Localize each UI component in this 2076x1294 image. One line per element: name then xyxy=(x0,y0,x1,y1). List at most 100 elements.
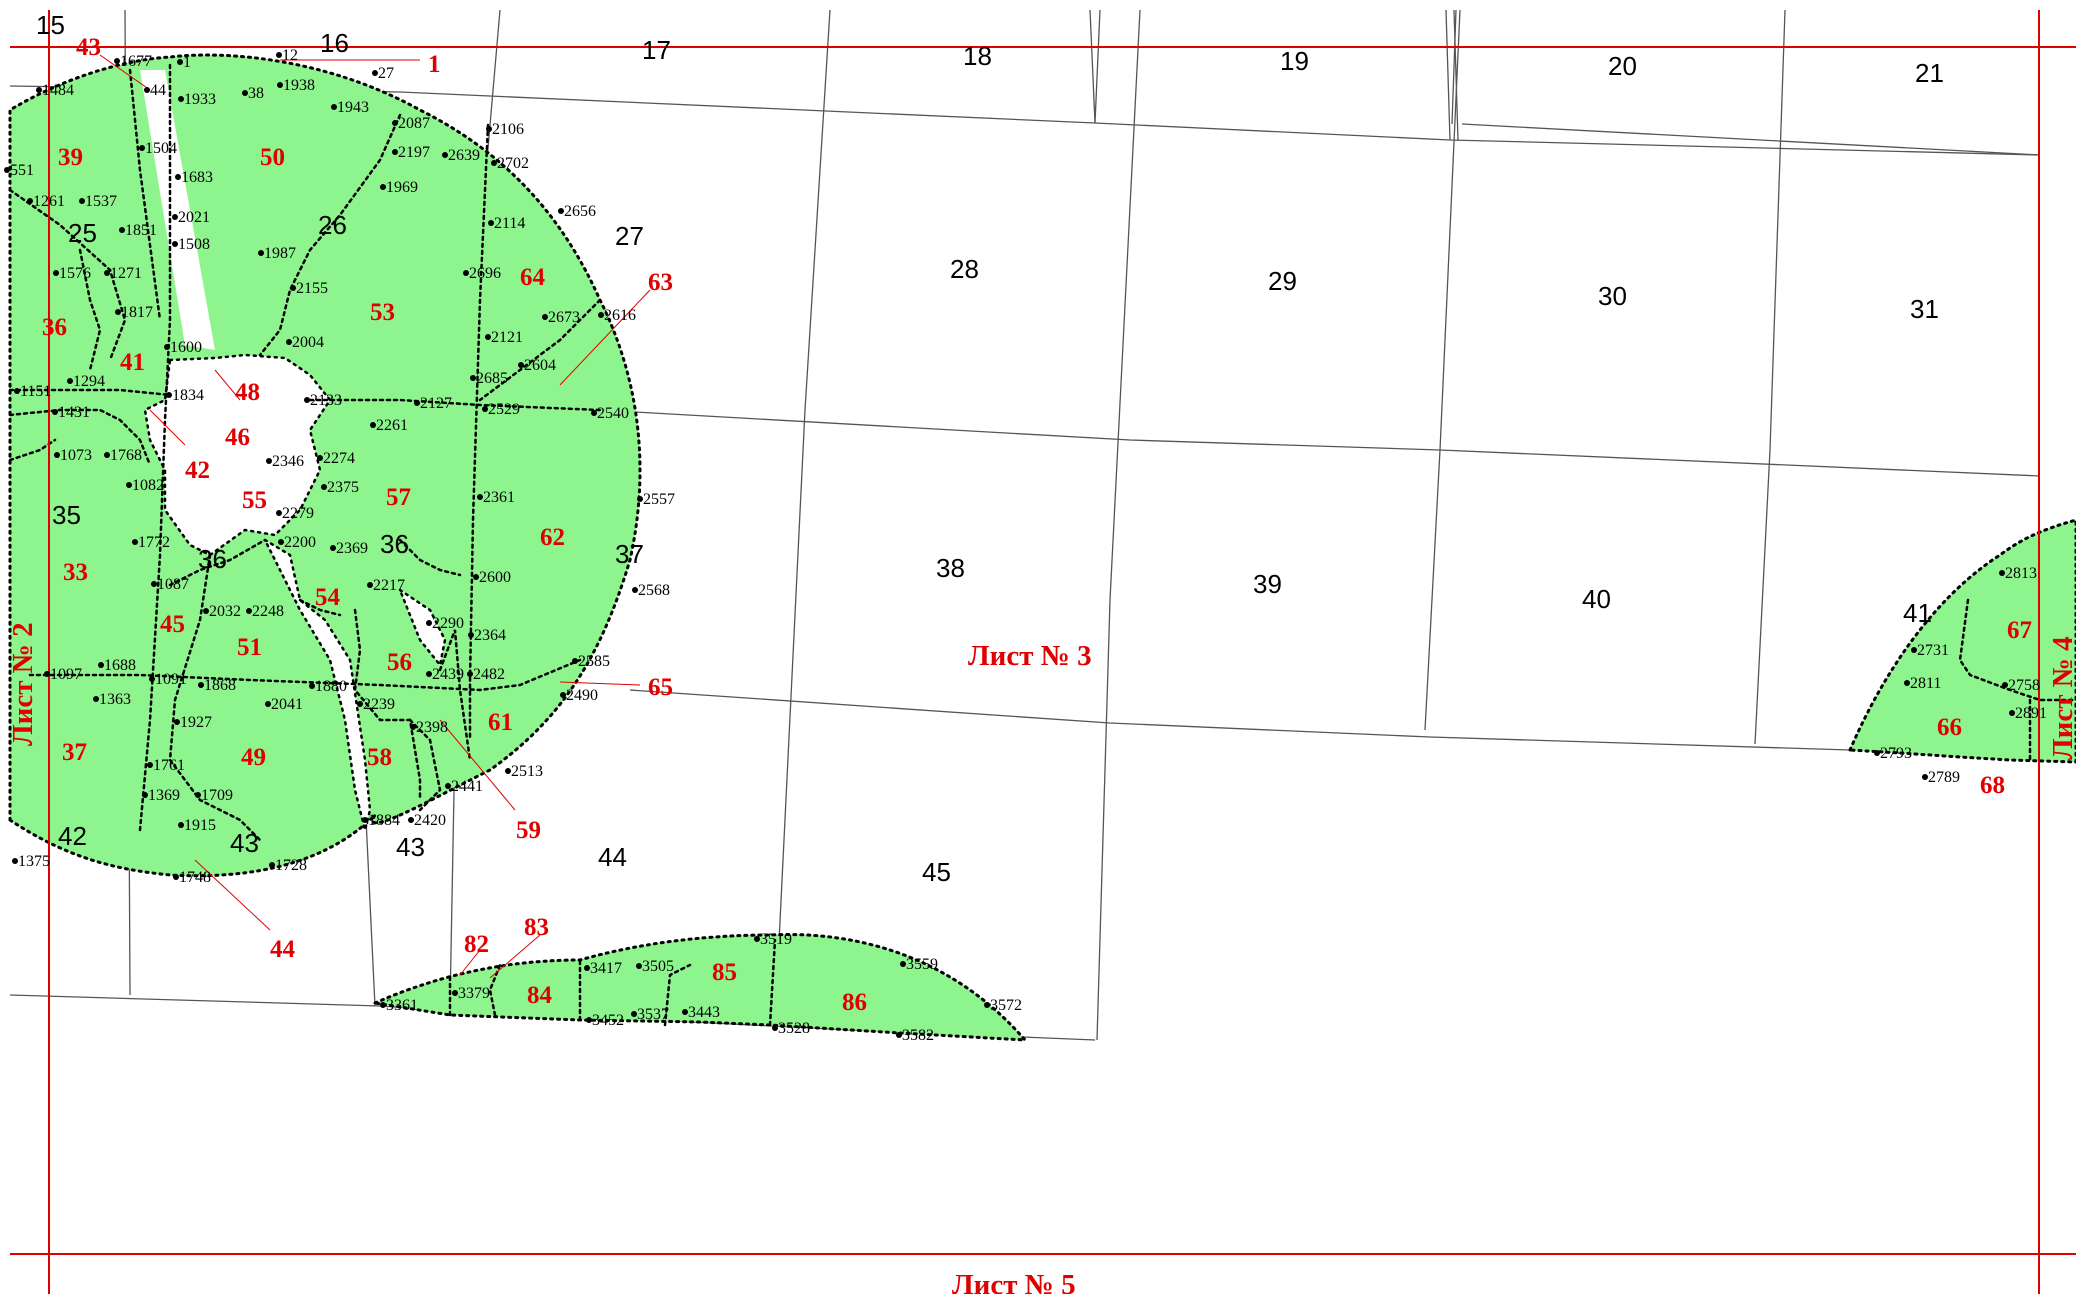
point-marker xyxy=(79,198,85,204)
point-marker xyxy=(178,822,184,828)
point-marker xyxy=(195,792,201,798)
parcel-label: 41 xyxy=(1903,598,1932,628)
zone-label: 1 xyxy=(428,51,441,78)
point-label: 2004 xyxy=(292,334,324,351)
point-marker xyxy=(900,961,906,967)
point-marker xyxy=(632,587,638,593)
point-label: 1688 xyxy=(104,657,136,674)
point-label: 2696 xyxy=(469,265,501,282)
point-marker xyxy=(470,375,476,381)
point-label: 1868 xyxy=(204,677,236,694)
parcel-label: 19 xyxy=(1280,46,1309,76)
point-label: 1097 xyxy=(50,666,82,683)
point-label: 1271 xyxy=(110,265,142,282)
point-label: 1761 xyxy=(153,757,185,774)
zone-area-east xyxy=(1847,518,2076,764)
point-marker xyxy=(560,692,566,698)
point-marker xyxy=(2002,682,2008,688)
point-marker xyxy=(54,452,60,458)
parcel-label: 25 xyxy=(68,218,97,248)
point-marker xyxy=(491,160,497,166)
point-marker xyxy=(518,362,524,368)
point-marker xyxy=(1922,774,1928,780)
point-label: 1375 xyxy=(18,853,50,870)
point-marker xyxy=(598,312,604,318)
parcel-label: 17 xyxy=(642,35,671,65)
point-marker xyxy=(151,581,157,587)
parcel-label: 26 xyxy=(318,210,347,240)
point-marker xyxy=(115,309,121,315)
point-label: 2441 xyxy=(451,778,483,795)
point-label: 3519 xyxy=(760,931,792,948)
zone-label: 41 xyxy=(120,349,145,376)
point-marker xyxy=(321,484,327,490)
parcel-grid xyxy=(9,9,2041,1041)
zone-labels: 1 43 39 50 36 41 48 46 42 53 64 63 55 57… xyxy=(42,34,2032,1016)
point-marker xyxy=(172,214,178,220)
point-marker xyxy=(44,671,50,677)
point-label: 2439 xyxy=(432,666,464,683)
point-marker xyxy=(362,817,368,823)
zone-label: 82 xyxy=(464,931,489,958)
zone-label: 45 xyxy=(160,611,185,638)
zone-label: 84 xyxy=(527,982,553,1009)
point-marker xyxy=(175,174,181,180)
point-marker xyxy=(52,409,58,415)
point-marker xyxy=(142,792,148,798)
point-marker xyxy=(276,52,282,58)
point-label: 1369 xyxy=(148,787,180,804)
parcel-label: 15 xyxy=(36,10,65,40)
point-label: 2482 xyxy=(473,666,505,683)
point-marker xyxy=(410,724,416,730)
point-marker xyxy=(173,874,179,880)
point-label: 3452 xyxy=(592,1012,624,1029)
zone-label: 57 xyxy=(386,484,411,511)
point-label: 2197 xyxy=(398,144,430,161)
point-marker xyxy=(164,344,170,350)
point-marker xyxy=(98,662,104,668)
point-marker xyxy=(392,120,398,126)
parcel-label: 30 xyxy=(1598,281,1627,311)
point-label: 2375 xyxy=(327,479,359,496)
point-marker xyxy=(203,608,209,614)
point-label: 2021 xyxy=(178,209,210,226)
parcel-label: 31 xyxy=(1910,294,1939,324)
parcel-label: 16 xyxy=(320,28,349,58)
point-label: 3528 xyxy=(778,1020,810,1037)
point-marker xyxy=(330,545,336,551)
point-label: 3443 xyxy=(688,1004,720,1021)
point-label: 2540 xyxy=(597,405,629,422)
point-marker xyxy=(380,184,386,190)
point-label: 3572 xyxy=(990,997,1022,1014)
point-marker xyxy=(246,608,252,614)
sheet-label-left: Лист № 2 xyxy=(7,622,39,746)
point-label: 2127 xyxy=(420,395,452,412)
point-label: 1073 xyxy=(60,447,92,464)
point-marker xyxy=(452,990,458,996)
point-marker xyxy=(177,59,183,65)
point-label: 1915 xyxy=(184,817,216,834)
point-label: 2155 xyxy=(296,280,328,297)
point-label: 2121 xyxy=(491,329,523,346)
point-marker xyxy=(1911,647,1917,653)
zone-label: 66 xyxy=(1937,714,1962,741)
point-label: 2346 xyxy=(272,453,304,470)
zone-label: 53 xyxy=(370,299,395,326)
point-marker xyxy=(367,582,373,588)
zone-label: 43 xyxy=(76,34,101,61)
point-label: 1091 xyxy=(155,671,187,688)
point-marker xyxy=(242,90,248,96)
point-label: 3361 xyxy=(386,997,418,1014)
point-label: 1 xyxy=(183,54,191,71)
parcel-label: 35 xyxy=(52,500,81,530)
point-label: 2585 xyxy=(578,653,610,670)
zone-label: 49 xyxy=(241,744,266,771)
point-label: 3379 xyxy=(458,985,490,1002)
point-label: 2702 xyxy=(497,155,529,172)
parcel-label: 36 xyxy=(380,529,409,559)
point-marker xyxy=(357,701,363,707)
point-marker xyxy=(505,768,511,774)
point-marker xyxy=(584,965,590,971)
